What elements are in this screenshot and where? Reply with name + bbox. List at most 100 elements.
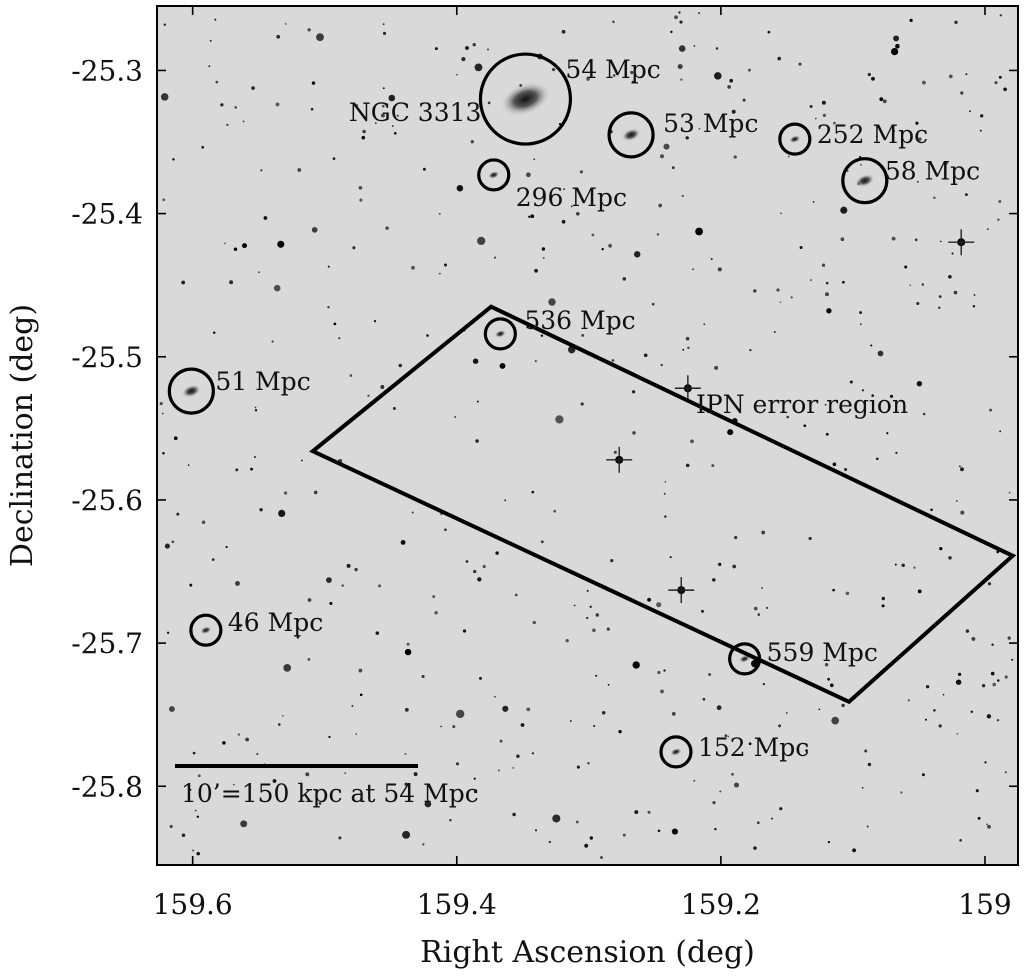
star [581, 334, 585, 337]
star [660, 154, 664, 159]
star [660, 689, 664, 694]
star [534, 359, 537, 363]
star [860, 164, 862, 166]
star [954, 20, 958, 24]
star [657, 829, 661, 833]
star [592, 628, 596, 633]
star [762, 682, 766, 686]
star [229, 280, 234, 285]
star [534, 829, 538, 832]
star [254, 406, 257, 409]
star [809, 104, 813, 109]
star [685, 136, 689, 140]
star [355, 104, 359, 107]
galaxy-distance-label: 559 Mpc [767, 638, 878, 667]
star [972, 305, 976, 308]
star [181, 833, 186, 837]
star [526, 172, 531, 178]
star [840, 206, 848, 214]
star [870, 344, 873, 347]
galaxy-distance-label: 51 Mpc [215, 367, 310, 396]
star [327, 305, 330, 309]
star [209, 39, 212, 42]
star [724, 734, 728, 738]
star [362, 129, 366, 134]
star [531, 490, 535, 494]
star [933, 196, 936, 199]
star [561, 29, 566, 34]
star [703, 323, 706, 326]
star [241, 243, 248, 249]
star [671, 828, 678, 835]
star [444, 528, 447, 532]
star [959, 839, 962, 842]
star [829, 683, 834, 688]
star [831, 716, 840, 725]
star [251, 86, 255, 90]
y-tick-label: -25.3 [71, 54, 143, 87]
star [192, 751, 196, 755]
star [245, 737, 249, 742]
star [779, 807, 783, 811]
star [424, 800, 432, 808]
star [960, 467, 964, 472]
star [514, 593, 518, 597]
star [731, 772, 734, 776]
star [196, 851, 200, 856]
star [867, 762, 872, 767]
star [915, 121, 919, 125]
galaxy-labels: 54 Mpc 296 Mpc 53 Mpc 252 Mpc 58 Mpc 536 Mpc 5… [215, 55, 980, 762]
x-axis: 159.6 159.4 159.2 159 [153, 6, 1012, 921]
star [977, 816, 981, 820]
star [222, 741, 226, 745]
star [477, 577, 482, 582]
star [497, 769, 500, 772]
star [385, 226, 389, 230]
star [351, 705, 354, 707]
star [526, 707, 531, 712]
star [271, 340, 274, 343]
star [504, 499, 507, 502]
star [273, 284, 281, 292]
star [540, 540, 544, 544]
y-axis-title: Declination (deg) [5, 304, 40, 567]
star [404, 782, 408, 786]
star [533, 158, 536, 161]
star [776, 288, 780, 292]
galaxy-distance-label: 536 Mpc [524, 306, 635, 335]
star [970, 710, 973, 713]
star [168, 706, 175, 712]
star [173, 436, 178, 441]
star [727, 735, 730, 738]
star [404, 648, 412, 656]
star [461, 57, 466, 62]
star [473, 790, 477, 794]
star [907, 699, 910, 702]
star [470, 140, 474, 144]
star [622, 277, 627, 281]
star [600, 856, 603, 859]
star [861, 389, 865, 392]
star [454, 416, 457, 418]
star [421, 674, 425, 679]
star [948, 556, 952, 560]
galaxy-image [621, 128, 641, 142]
star [833, 121, 836, 125]
star [958, 465, 961, 468]
star [852, 848, 857, 853]
star [882, 99, 887, 104]
star [778, 724, 782, 728]
star [677, 63, 683, 70]
star [305, 772, 310, 777]
star [786, 415, 789, 419]
star [1007, 636, 1011, 640]
star [313, 490, 318, 495]
star [753, 846, 757, 850]
star [879, 97, 884, 102]
star [917, 589, 922, 594]
star [181, 280, 186, 285]
star [375, 631, 380, 635]
star [711, 464, 715, 468]
star [253, 456, 256, 458]
star [960, 91, 964, 95]
